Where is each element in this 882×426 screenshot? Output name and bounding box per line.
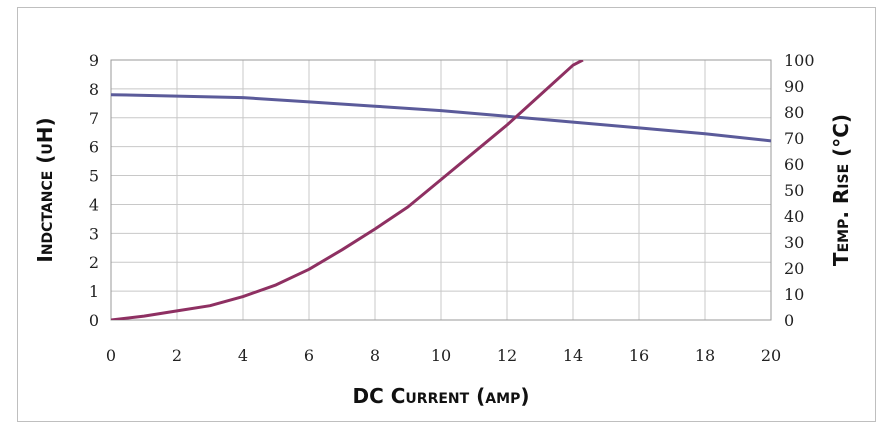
- x-tick-label: 12: [497, 346, 517, 365]
- right-tick-label: 0: [784, 311, 794, 330]
- left-tick-label: 4: [89, 195, 99, 214]
- left-tick-label: 5: [89, 167, 99, 186]
- left-tick-label: 6: [89, 138, 99, 157]
- x-tick-label: 16: [629, 346, 649, 365]
- left-tick-label: 9: [89, 51, 99, 70]
- right-tick-label: 10: [784, 285, 804, 304]
- right-axis-ticks: 0 10 20 30 40 50 60 70 80 90 100: [784, 51, 815, 330]
- x-axis-title: DC Current (amp): [353, 384, 530, 408]
- left-axis-ticks: 0 1 2 3 4 5 6 7 8 9: [89, 51, 99, 330]
- right-tick-label: 70: [784, 129, 804, 148]
- right-tick-label: 80: [784, 103, 804, 122]
- left-tick-label: 7: [89, 109, 99, 128]
- x-axis-ticks: 0 2 4 6 8 10 12 14 16 18 20: [106, 346, 781, 365]
- right-tick-label: 30: [784, 233, 804, 252]
- x-tick-label: 4: [238, 346, 248, 365]
- left-tick-label: 2: [89, 253, 99, 272]
- left-axis-title: Indctance (uH): [33, 117, 57, 262]
- left-tick-label: 1: [89, 282, 99, 301]
- x-tick-label: 18: [695, 346, 715, 365]
- x-tick-label: 0: [106, 346, 116, 365]
- left-tick-label: 0: [89, 311, 99, 330]
- right-axis-title: Temp. Rise (°C): [829, 114, 853, 266]
- grid-lines: [111, 60, 771, 320]
- x-tick-label: 6: [304, 346, 314, 365]
- right-tick-label: 20: [784, 259, 804, 278]
- right-tick-label: 60: [784, 155, 804, 174]
- left-tick-label: 8: [89, 80, 99, 99]
- right-tick-label: 50: [784, 181, 804, 200]
- x-tick-label: 14: [563, 346, 583, 365]
- x-tick-label: 20: [761, 346, 781, 365]
- x-tick-label: 8: [370, 346, 380, 365]
- right-tick-label: 40: [784, 207, 804, 226]
- x-tick-label: 2: [172, 346, 182, 365]
- left-tick-label: 3: [89, 224, 99, 243]
- temperature-rise-line: [111, 60, 583, 320]
- right-tick-label: 90: [784, 77, 804, 96]
- right-tick-label: 100: [784, 51, 815, 70]
- x-tick-label: 10: [431, 346, 451, 365]
